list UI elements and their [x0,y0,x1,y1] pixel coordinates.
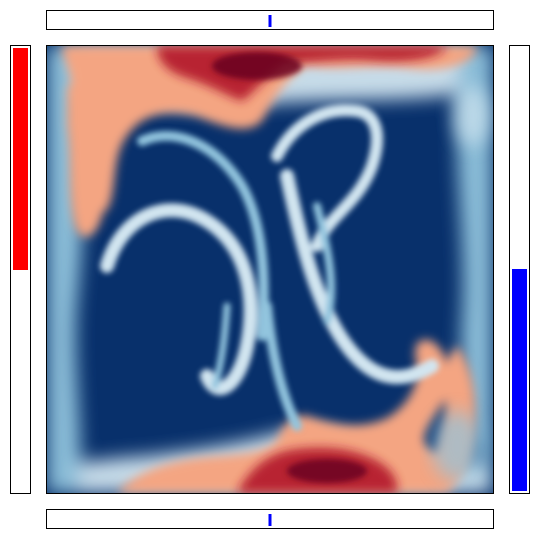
bottom-slider-marker[interactable] [268,514,272,526]
pale-blue-top-right [454,86,490,146]
red-front-top [62,46,477,214]
bottom-slider[interactable] [46,509,494,529]
red-tongue-left [67,82,118,237]
top-slider[interactable] [46,10,494,30]
filament-center-right [271,104,383,252]
pale-blue-bottom-right [432,411,482,481]
right-gauge-fill [512,269,527,491]
left-gauge-fill [13,48,28,270]
deep-red-top [212,52,302,80]
filament-right-arc [280,169,439,384]
filament-left-inner [211,302,231,390]
deep-red-bottom [287,459,367,483]
fluid-field-canvas[interactable] [46,45,494,494]
right-blue-gauge [509,45,530,494]
filament-center-left [137,131,269,341]
filament-lower-center [262,301,302,431]
left-red-gauge [10,45,31,494]
filament-right-inner [313,202,336,325]
filament-left-arc [100,203,258,396]
fluid-field-heatmap [47,46,493,493]
red-front-bottom [117,339,451,493]
top-slider-marker[interactable] [268,15,272,27]
